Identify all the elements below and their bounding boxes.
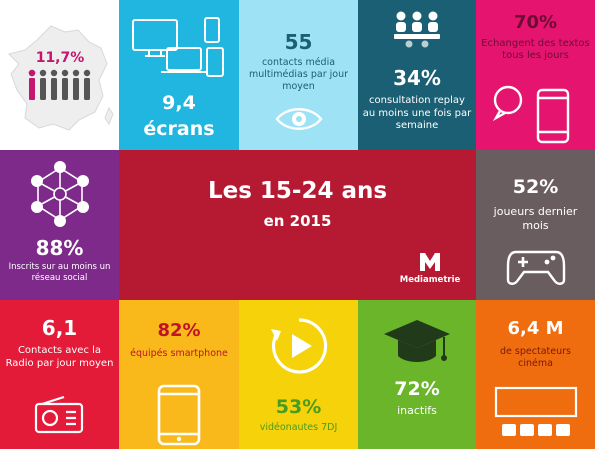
eye-icon: [275, 108, 323, 130]
cinema-cell: 6,4 M de spectateurs cinéma: [476, 300, 595, 449]
radio-icon: [34, 396, 84, 434]
replay-value: 34%: [393, 66, 441, 90]
smartphone-value: 82%: [157, 320, 201, 341]
cinema-value: 6,4 M: [507, 318, 564, 339]
cinema-seats-icon: [494, 386, 578, 436]
screens-label: écrans: [143, 118, 215, 140]
center-title: Les 15-24 ans: [207, 178, 388, 204]
sms-value: 70%: [513, 12, 558, 33]
video-cell: 53% vidéonautes 7DJ: [239, 300, 358, 449]
screens-value: 9,4: [162, 92, 196, 114]
sms-cell: 70% Echangent des textos tous les jours: [476, 0, 595, 150]
graduation-cap-icon: [384, 320, 450, 362]
audience-icon: [394, 11, 440, 48]
gamers-value: 52%: [512, 176, 559, 198]
social-cell: 88% Inscrits sur au moins un réseau soci…: [0, 150, 119, 300]
social-network-icon: [31, 161, 89, 227]
smartphone-cell: 82% équipés smartphone: [119, 300, 239, 449]
center-subtitle: en 2015: [263, 212, 332, 230]
replay-label: consultation replay au moins une fois pa…: [362, 95, 472, 131]
radio-cell: 6,1 Contacts avec la Radio par jour moye…: [0, 300, 119, 449]
contacts-cell: 55 contacts média multimédias par jour m…: [239, 0, 358, 150]
radio-label: Contacts avec la Radio par jour moyen: [5, 345, 114, 369]
social-label: Inscrits sur au moins un réseau social: [8, 262, 111, 283]
screens-cell: 9,4 écrans: [119, 0, 239, 150]
cinema-label: de spectateurs cinéma: [500, 346, 571, 369]
radio-value: 6,1: [41, 316, 78, 340]
replay-cell: 34% consultation replay au moins une foi…: [358, 0, 476, 150]
replay-play-icon: [271, 318, 328, 374]
gamers-cell: 52% joueurs dernier mois: [476, 150, 595, 300]
social-value: 88%: [35, 236, 84, 260]
gamers-label: joueurs dernier mois: [493, 205, 578, 232]
inactive-cell: 72% inactifs: [358, 300, 476, 449]
devices-icon: [132, 17, 224, 77]
people-row-icon: [28, 69, 91, 100]
phone-chat-icon: [492, 85, 570, 144]
gamepad-icon: [506, 250, 566, 285]
inactive-label: inactifs: [397, 404, 437, 417]
mediametrie-logo-icon: [420, 253, 440, 271]
center-cell: Les 15-24 ans en 2015 Mediametrie: [119, 150, 476, 300]
video-value: 53%: [275, 396, 322, 418]
video-label: vidéonautes 7DJ: [259, 422, 338, 433]
sms-label: Echangent des textos tous les jours: [481, 38, 590, 61]
france-map-icon: [8, 25, 114, 131]
smartphone-icon: [157, 384, 201, 446]
contacts-label: contacts média multimédias par jour moye…: [249, 57, 348, 92]
inactive-value: 72%: [394, 378, 440, 400]
contacts-value: 55: [284, 30, 313, 54]
france-stat: 11,7%: [35, 50, 85, 66]
smartphone-label: équipés smartphone: [130, 348, 228, 359]
mediametrie-brand: Mediametrie: [399, 275, 461, 285]
france-cell: 11,7%: [0, 0, 119, 150]
